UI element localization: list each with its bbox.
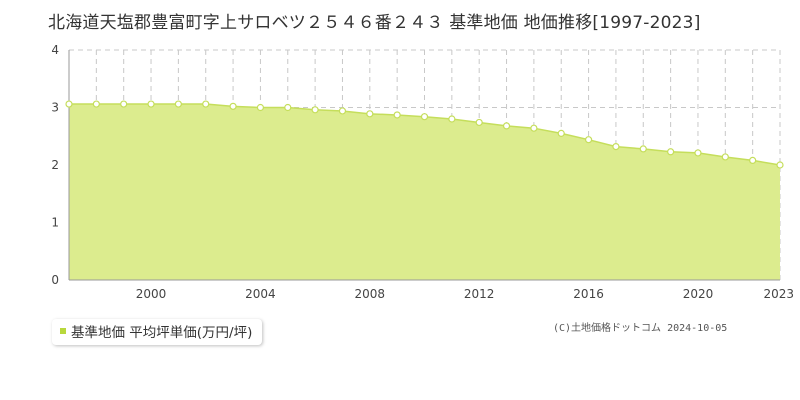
data-point bbox=[557, 129, 565, 137]
data-point bbox=[92, 100, 100, 108]
data-point bbox=[366, 110, 374, 118]
data-point bbox=[229, 102, 237, 110]
data-point bbox=[694, 149, 702, 157]
x-tick-label: 2004 bbox=[245, 287, 276, 301]
marker-layer bbox=[65, 100, 784, 169]
credit-text: (C)土地価格ドットコム 2024-10-05 bbox=[553, 323, 728, 334]
data-point bbox=[147, 100, 155, 108]
data-point bbox=[448, 115, 456, 123]
data-point bbox=[667, 148, 675, 156]
data-point bbox=[475, 118, 483, 127]
data-point bbox=[65, 100, 73, 108]
legend-swatch-icon bbox=[60, 328, 66, 334]
legend-label: 基準地価 平均坪単価(万円/坪) bbox=[71, 325, 253, 341]
chart-title: 北海道天塩郡豊富町字上サロベツ２５４６番２４３ 基準地価 地価推移[1997-2… bbox=[48, 13, 701, 33]
x-tick-label: 2020 bbox=[683, 287, 714, 301]
data-point bbox=[393, 111, 401, 119]
x-tick-label: 2000 bbox=[136, 287, 167, 301]
data-point bbox=[311, 106, 319, 114]
x-tick-label: 2012 bbox=[464, 287, 495, 301]
series-area bbox=[69, 104, 780, 280]
data-point bbox=[776, 161, 784, 169]
y-tick-label: 0 bbox=[51, 273, 59, 287]
data-point bbox=[502, 122, 511, 130]
data-point bbox=[284, 103, 292, 112]
area-layer bbox=[69, 103, 781, 280]
x-tick-label: 2008 bbox=[355, 287, 386, 301]
data-point bbox=[721, 153, 729, 161]
data-point bbox=[256, 103, 265, 112]
data-point bbox=[174, 100, 182, 108]
data-point bbox=[120, 100, 128, 108]
tick-label-layer: 0 1 2 3 4 2000 2004 2008 2012 2016 2020 2023 bbox=[51, 43, 794, 301]
axis-layer bbox=[68, 50, 780, 281]
data-point bbox=[584, 136, 593, 144]
legend[interactable]: 基準地価 平均坪単価(万円/坪) bbox=[52, 319, 263, 345]
data-point bbox=[612, 143, 620, 151]
data-point bbox=[639, 145, 647, 153]
data-point bbox=[420, 113, 429, 121]
data-point bbox=[338, 107, 347, 115]
y-tick-label: 4 bbox=[51, 43, 59, 57]
y-tick-label: 1 bbox=[51, 216, 59, 230]
x-tick-label: 2023 bbox=[763, 287, 794, 301]
data-point bbox=[202, 100, 210, 108]
y-tick-label: 2 bbox=[51, 158, 59, 172]
y-tick-label: 3 bbox=[51, 101, 59, 115]
data-point bbox=[530, 124, 538, 132]
data-point bbox=[749, 156, 757, 164]
x-tick-label: 2016 bbox=[573, 287, 604, 301]
